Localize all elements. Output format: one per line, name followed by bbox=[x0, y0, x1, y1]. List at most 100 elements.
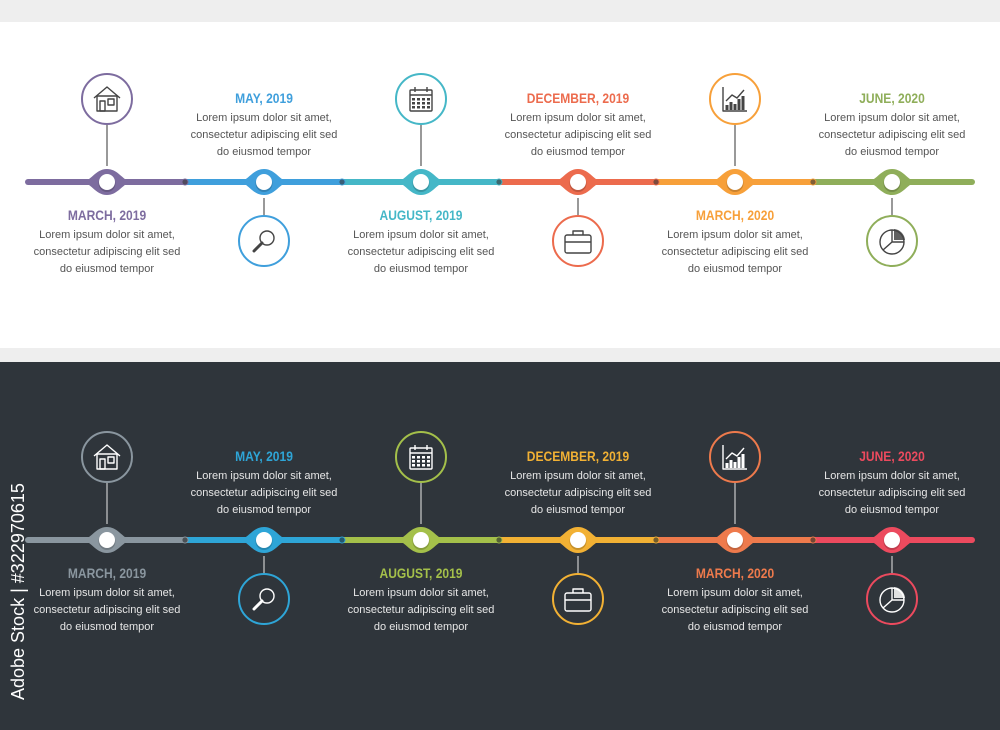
milestone-node-center bbox=[570, 532, 586, 548]
chart-bar bbox=[733, 462, 737, 468]
milestone-description-line: consectetur adipiscing elit sed bbox=[504, 487, 652, 499]
milestone-description-line: consectetur adipiscing elit sed bbox=[818, 487, 966, 499]
milestone-description-line: consectetur adipiscing elit sed bbox=[347, 246, 495, 258]
milestone-date: MARCH, 2019 bbox=[67, 565, 147, 581]
calendar-day bbox=[427, 456, 430, 459]
milestone-description-line: do eiusmod tempor bbox=[216, 504, 312, 516]
milestone-description-line: consectetur adipiscing elit sed bbox=[33, 246, 181, 258]
milestone-description-line: Lorem ipsum dolor sit amet, bbox=[196, 112, 332, 124]
milestone-date: JUNE, 2020 bbox=[859, 90, 925, 106]
chart-bar bbox=[729, 102, 733, 110]
briefcase-body bbox=[564, 592, 592, 612]
calendar-frame bbox=[409, 89, 433, 112]
calendar-day bbox=[412, 460, 415, 463]
milestone-icon-ring bbox=[395, 73, 447, 125]
milestone bbox=[81, 73, 133, 195]
growth-chart-icon bbox=[722, 87, 747, 112]
chart-bar bbox=[725, 463, 729, 468]
house-body bbox=[96, 453, 118, 470]
milestone-description-line: Lorem ipsum dolor sit amet, bbox=[196, 470, 332, 482]
calendar-day bbox=[427, 102, 430, 105]
briefcase-body bbox=[564, 234, 592, 254]
milestone-date: MAY, 2019 bbox=[235, 90, 293, 106]
calendar-day bbox=[427, 106, 430, 109]
chart-bar bbox=[733, 104, 737, 110]
milestone-date: MARCH, 2019 bbox=[67, 207, 147, 223]
house-window bbox=[107, 456, 115, 464]
milestone bbox=[238, 527, 290, 625]
pie-chart-icon bbox=[879, 229, 905, 255]
chart-axes bbox=[722, 445, 747, 470]
milestone-description-line: consectetur adipiscing elit sed bbox=[33, 604, 181, 616]
milestone-node-center bbox=[256, 174, 272, 190]
briefcase-icon bbox=[564, 230, 592, 254]
milestone-description-line: do eiusmod tempor bbox=[216, 146, 312, 158]
milestone-node-center bbox=[570, 174, 586, 190]
milestone-description-line: do eiusmod tempor bbox=[844, 146, 940, 158]
magnifier-lens bbox=[259, 230, 275, 246]
milestone-icon-ring bbox=[238, 573, 290, 625]
milestone-node-center bbox=[99, 532, 115, 548]
calendar-day bbox=[427, 98, 430, 101]
milestone-description-line: Lorem ipsum dolor sit amet, bbox=[667, 229, 803, 241]
segment-joint-dot bbox=[496, 179, 502, 185]
house-door bbox=[99, 100, 106, 112]
growth-chart-icon bbox=[722, 445, 747, 470]
calendar-day bbox=[422, 106, 425, 109]
magnifier-handle bbox=[252, 599, 264, 611]
calendar-day bbox=[412, 456, 415, 459]
milestone-node-center bbox=[413, 532, 429, 548]
milestone bbox=[552, 527, 604, 625]
segment-joint-dot bbox=[810, 179, 816, 185]
milestone-icon-ring bbox=[552, 215, 604, 267]
chart-bar bbox=[729, 460, 733, 468]
chart-bar bbox=[741, 454, 745, 468]
chart-bar bbox=[741, 96, 745, 110]
chart-axes bbox=[722, 87, 747, 112]
watermark-id: #322970615 bbox=[8, 483, 28, 584]
segment-joint-dot bbox=[182, 537, 188, 543]
calendar-day bbox=[417, 102, 420, 105]
milestone-node-center bbox=[727, 532, 743, 548]
segment-joint-dot bbox=[182, 179, 188, 185]
milestone-description-line: do eiusmod tempor bbox=[530, 504, 626, 516]
magnifier-lens bbox=[259, 588, 275, 604]
milestone-description-line: Lorem ipsum dolor sit amet, bbox=[510, 112, 646, 124]
milestone-icon-ring bbox=[238, 215, 290, 267]
calendar-day bbox=[422, 460, 425, 463]
segment-joint-dot bbox=[653, 537, 659, 543]
milestone-description-line: do eiusmod tempor bbox=[373, 621, 469, 633]
milestone-icon-ring bbox=[81, 431, 133, 483]
light-timeline-panel: MARCH, 2019 Lorem ipsum dolor sit amet, co… bbox=[0, 22, 1000, 348]
segment-joint-dot bbox=[339, 537, 345, 543]
milestone-date: MAY, 2019 bbox=[235, 448, 293, 464]
milestone bbox=[395, 73, 447, 195]
pie-chart-icon bbox=[879, 587, 905, 613]
milestone-description-line: do eiusmod tempor bbox=[373, 263, 469, 275]
milestone-description-line: consectetur adipiscing elit sed bbox=[190, 129, 338, 141]
calendar-day bbox=[412, 464, 415, 467]
briefcase-handle bbox=[572, 588, 584, 593]
milestone-date: MARCH, 2020 bbox=[695, 207, 775, 223]
milestone bbox=[709, 431, 761, 553]
milestone-date: AUGUST, 2019 bbox=[379, 207, 463, 223]
milestone-icon-ring bbox=[552, 573, 604, 625]
calendar-day bbox=[412, 98, 415, 101]
calendar-day bbox=[422, 456, 425, 459]
milestone-description-line: consectetur adipiscing elit sed bbox=[347, 604, 495, 616]
magnifier-icon bbox=[252, 230, 275, 253]
milestone-description-line: do eiusmod tempor bbox=[530, 146, 626, 158]
chart-trend bbox=[725, 89, 745, 102]
house-body bbox=[96, 95, 118, 112]
milestone-description-line: do eiusmod tempor bbox=[59, 263, 155, 275]
calendar-day bbox=[417, 106, 420, 109]
segment-joint-dot bbox=[810, 537, 816, 543]
calendar-day bbox=[422, 98, 425, 101]
milestone-description-line: do eiusmod tempor bbox=[687, 621, 783, 633]
milestone-description-line: consectetur adipiscing elit sed bbox=[190, 487, 338, 499]
calendar-icon bbox=[409, 87, 433, 112]
calendar-day bbox=[412, 102, 415, 105]
milestone-date: DECEMBER, 2019 bbox=[526, 448, 630, 464]
calendar-icon bbox=[409, 445, 433, 470]
milestone bbox=[81, 431, 133, 553]
